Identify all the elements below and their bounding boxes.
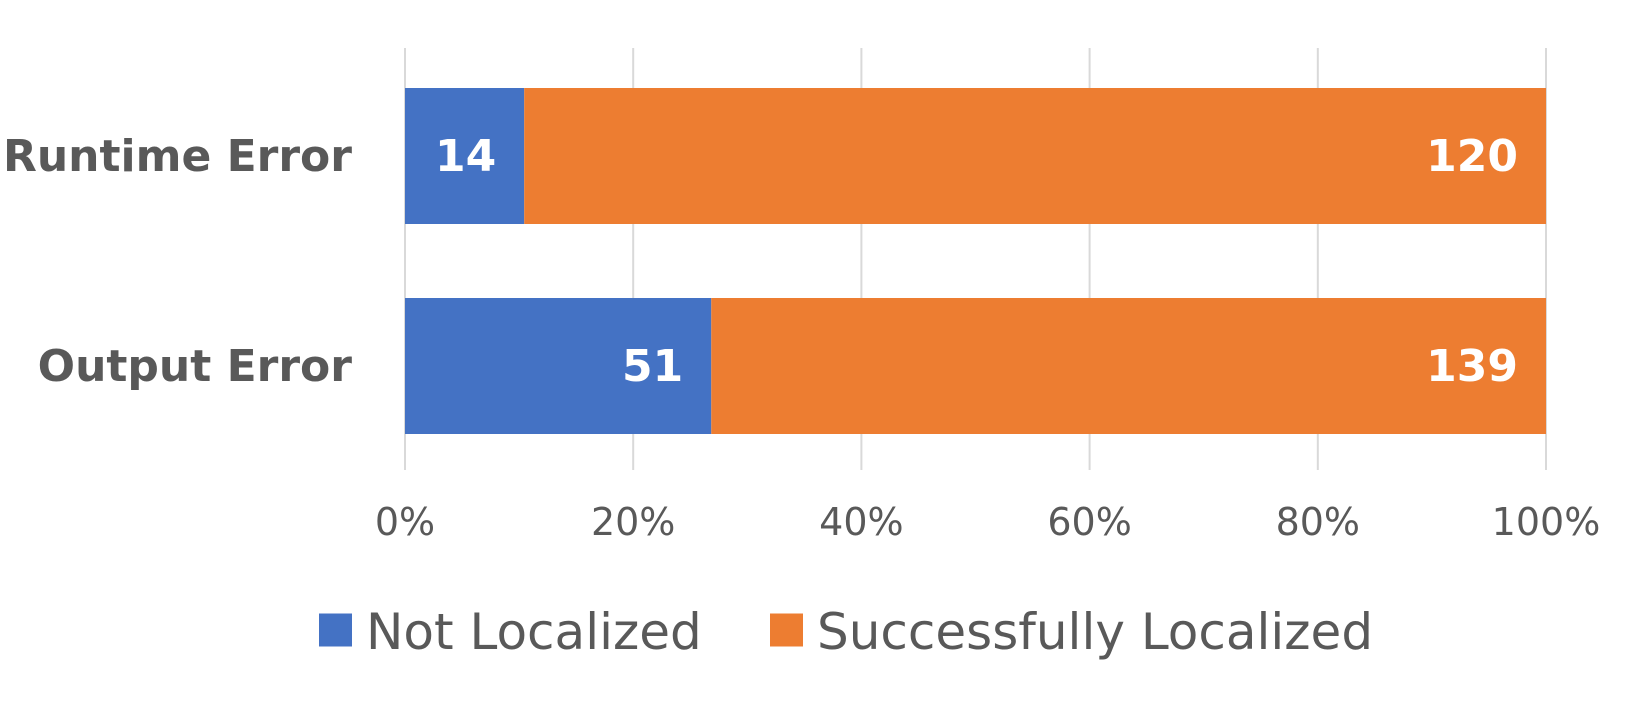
legend: Not Localized Successfully Localized <box>319 603 1373 661</box>
data-label: 51 <box>622 341 683 392</box>
x-tick-label: 0% <box>375 500 435 544</box>
bars <box>405 88 1546 434</box>
legend-label: Not Localized <box>366 603 702 661</box>
legend-swatch <box>770 613 803 647</box>
x-tick-label: 20% <box>591 500 675 544</box>
bar-segment <box>405 88 525 224</box>
x-tick-label: 60% <box>1047 500 1131 544</box>
x-tick-label: 40% <box>819 500 903 544</box>
category-label: Output Error <box>38 341 353 392</box>
category-labels: Runtime Error Output Error <box>3 131 352 392</box>
bar-segment <box>524 88 1546 224</box>
data-label: 120 <box>1426 131 1518 182</box>
data-labels: 14 120 51 139 <box>435 131 1518 392</box>
category-label: Runtime Error <box>3 131 352 182</box>
bar-segment <box>711 298 1546 434</box>
x-tick-label: 100% <box>1492 500 1601 544</box>
bar-segment <box>405 298 712 434</box>
legend-swatch <box>319 613 352 647</box>
data-label: 14 <box>435 131 496 182</box>
x-tick-label: 80% <box>1276 500 1360 544</box>
data-label: 139 <box>1426 341 1518 392</box>
x-axis-tick-labels: 0% 20% 40% 60% 80% 100% <box>375 500 1600 544</box>
legend-label: Successfully Localized <box>817 603 1373 661</box>
